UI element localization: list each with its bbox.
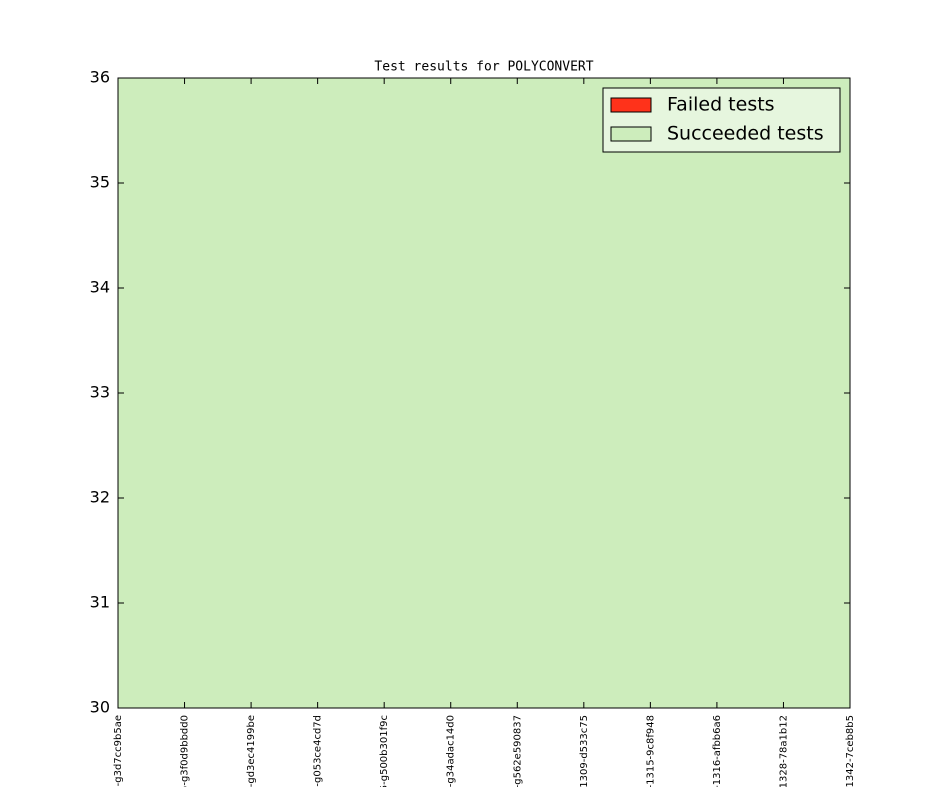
x-tick-label: -1315-9c8f948	[645, 715, 656, 787]
y-tick-label: 30	[90, 698, 110, 717]
x-tick-label: -1316-afbb6a6	[712, 715, 723, 787]
area	[118, 78, 850, 708]
x-tick-label: l-g053ce4cd7d	[313, 715, 324, 787]
y-tick-label: 32	[90, 488, 110, 507]
y-tick-label: 33	[90, 383, 110, 402]
chart-title: Test results for POLYCONVERT	[374, 60, 593, 75]
x-tick-label: -g34adac14d0	[446, 715, 457, 787]
y-tick-label: 34	[90, 278, 110, 297]
x-tick-label: 1328-78a1b12	[778, 715, 789, 787]
x-tick-label: 5-g3f0d9bbdd0	[180, 715, 191, 787]
x-tick-label: l-g3d7cc9b5ae	[113, 715, 124, 787]
x-tick-label: 1309-d533c75	[579, 715, 590, 787]
legend-swatch	[610, 97, 652, 113]
x-tick-label: -gd3ec4199be	[246, 715, 257, 787]
legend-label: Succeeded tests	[667, 123, 824, 145]
y-tick-label: 36	[90, 68, 110, 87]
x-tick-label: -g562e590837	[512, 715, 523, 787]
x-tick-label: 1342-7ceb8b5	[845, 715, 856, 787]
legend-swatch	[610, 126, 652, 142]
y-tick-label: 35	[90, 173, 110, 192]
y-tick-label: 31	[90, 593, 110, 612]
x-tick-label: 5-g500b301f9c	[379, 715, 390, 787]
legend-label: Failed tests	[667, 94, 775, 116]
